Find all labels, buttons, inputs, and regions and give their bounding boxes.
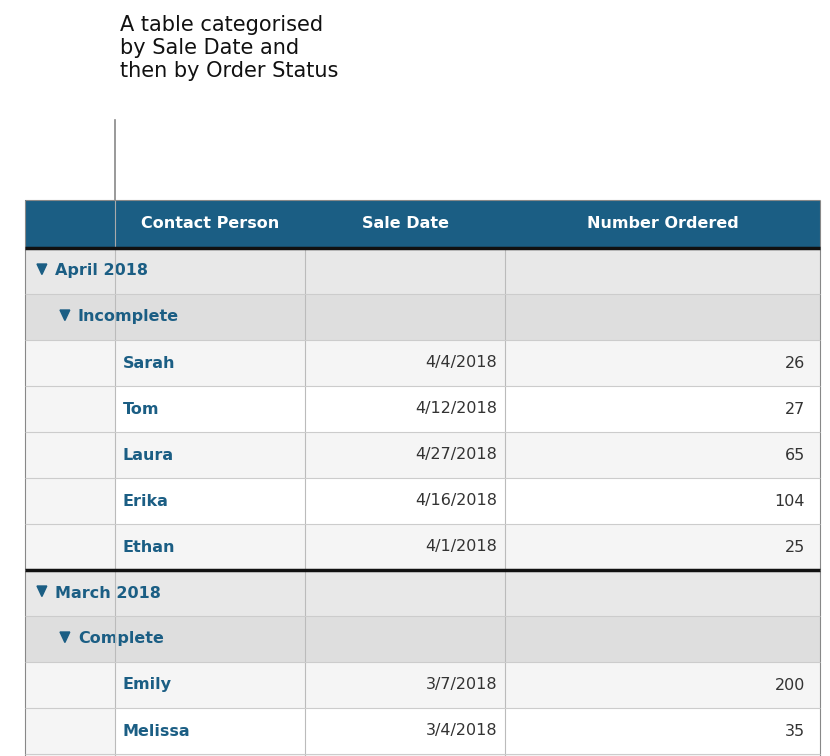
Bar [505, 340, 820, 386]
Text: 27: 27 [784, 401, 805, 417]
Bar [505, 616, 820, 662]
Bar [305, 616, 505, 662]
Bar [505, 570, 820, 616]
Text: 4/16/2018: 4/16/2018 [415, 494, 497, 509]
Bar [305, 248, 505, 294]
Text: 35: 35 [785, 723, 805, 739]
Bar [115, 570, 305, 616]
Bar [25, 294, 115, 340]
Polygon shape [37, 586, 46, 596]
Bar [115, 432, 305, 478]
Bar [115, 754, 305, 756]
Text: 200: 200 [774, 677, 805, 692]
Text: April 2018: April 2018 [55, 264, 148, 278]
Bar [25, 524, 115, 570]
Text: A table categorised
by Sale Date and
then by Order Status: A table categorised by Sale Date and the… [120, 15, 339, 82]
Bar [505, 248, 820, 294]
Polygon shape [60, 632, 70, 643]
Text: Emily: Emily [123, 677, 172, 692]
Bar [25, 478, 115, 524]
Text: Sale Date: Sale Date [362, 216, 448, 231]
Text: Melissa: Melissa [123, 723, 191, 739]
Text: Erika: Erika [123, 494, 168, 509]
Bar [115, 478, 305, 524]
Bar [505, 524, 820, 570]
Text: Contact Person: Contact Person [141, 216, 279, 231]
Bar [115, 386, 305, 432]
Bar [115, 616, 305, 662]
Bar [25, 754, 115, 756]
Bar [305, 662, 505, 708]
Bar [305, 754, 505, 756]
Bar [305, 340, 505, 386]
Bar [305, 478, 505, 524]
Bar [115, 340, 305, 386]
Bar [25, 570, 115, 616]
Bar [305, 432, 505, 478]
Bar [25, 248, 115, 294]
Bar [305, 294, 505, 340]
Bar [25, 662, 115, 708]
Text: Laura: Laura [123, 448, 174, 463]
Text: 3/4/2018: 3/4/2018 [425, 723, 497, 739]
Bar [505, 200, 820, 248]
Bar [305, 524, 505, 570]
Text: Incomplete: Incomplete [78, 309, 179, 324]
Bar [115, 248, 305, 294]
Text: 104: 104 [774, 494, 805, 509]
Polygon shape [60, 310, 70, 321]
Bar [505, 708, 820, 754]
Bar [25, 708, 115, 754]
Text: 4/27/2018: 4/27/2018 [415, 448, 497, 463]
Bar [25, 340, 115, 386]
Text: 25: 25 [784, 540, 805, 554]
Text: March 2018: March 2018 [55, 585, 161, 600]
Text: 4/1/2018: 4/1/2018 [425, 540, 497, 554]
Bar [505, 432, 820, 478]
Text: Complete: Complete [78, 631, 164, 646]
Bar [505, 386, 820, 432]
Bar [305, 708, 505, 754]
Bar [115, 200, 305, 248]
Bar [505, 294, 820, 340]
Bar [305, 200, 505, 248]
Bar [115, 294, 305, 340]
Bar [25, 616, 115, 662]
Text: 65: 65 [784, 448, 805, 463]
Bar [25, 200, 115, 248]
Text: Number Ordered: Number Ordered [587, 216, 739, 231]
Bar [505, 662, 820, 708]
Bar [505, 478, 820, 524]
Text: 3/7/2018: 3/7/2018 [425, 677, 497, 692]
Bar [115, 708, 305, 754]
Bar [305, 386, 505, 432]
Bar [115, 662, 305, 708]
Text: Sarah: Sarah [123, 355, 175, 370]
Text: 4/12/2018: 4/12/2018 [415, 401, 497, 417]
Text: Ethan: Ethan [123, 540, 175, 554]
Bar [115, 524, 305, 570]
Polygon shape [37, 264, 46, 274]
Bar [25, 386, 115, 432]
Bar [505, 754, 820, 756]
Bar [25, 432, 115, 478]
Bar [305, 570, 505, 616]
Text: 4/4/2018: 4/4/2018 [425, 355, 497, 370]
Text: Tom: Tom [123, 401, 159, 417]
Text: 26: 26 [784, 355, 805, 370]
